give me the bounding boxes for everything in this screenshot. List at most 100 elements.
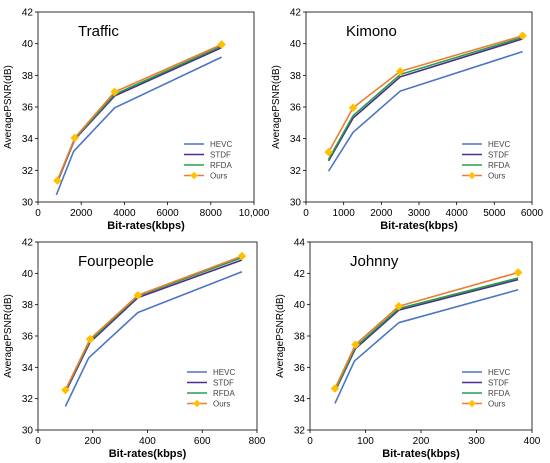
y-tick-label: 42 <box>290 8 302 19</box>
data-point-ours <box>217 40 226 49</box>
legend-entry-ours: Ours <box>184 172 227 181</box>
series-line-rfda <box>56 45 222 182</box>
y-tick-label: 30 <box>22 426 34 437</box>
x-tick-label: 4000 <box>113 208 136 219</box>
legend-entry-hevc: HEVC <box>462 140 510 149</box>
legend-label: RFDA <box>488 161 510 170</box>
legend-entry-hevc: HEVC <box>462 368 510 377</box>
series-hevc <box>64 271 243 407</box>
x-tick-label: 0 <box>303 208 309 219</box>
legend-label: STDF <box>213 379 234 388</box>
y-axis-label: AveragePSNR(dB) <box>275 294 286 378</box>
y-tick-label: 40 <box>290 39 302 50</box>
data-point-ours <box>394 301 404 311</box>
series-line-ours <box>64 255 243 391</box>
legend-marker <box>468 399 476 408</box>
data-point-ours <box>85 334 95 344</box>
y-tick-label: 44 <box>294 238 306 249</box>
y-tick-label: 42 <box>22 238 34 249</box>
y-tick-label: 38 <box>22 71 34 82</box>
legend-entry-ours: Ours <box>462 400 505 409</box>
legend-label: STDF <box>488 379 509 388</box>
series-line-ours <box>334 271 519 389</box>
x-tick-label: 300 <box>468 436 485 447</box>
data-point-ours <box>351 340 360 349</box>
legend-label: HEVC <box>213 368 235 377</box>
legend-entry-hevc: HEVC <box>187 368 235 377</box>
x-tick-label: 400 <box>139 436 156 447</box>
x-axis-label: Bit-rates(kbps) <box>380 220 458 232</box>
x-tick-label: 200 <box>413 436 430 447</box>
y-tick-label: 32 <box>22 166 34 177</box>
series-ours <box>330 268 523 393</box>
y-tick-label: 42 <box>294 269 306 280</box>
x-tick-label: 5000 <box>483 208 506 219</box>
series-hevc <box>55 56 222 196</box>
y-tick-label: 34 <box>22 363 34 374</box>
chart-title: Johnny <box>350 253 399 270</box>
legend-label: HEVC <box>488 368 510 377</box>
series-line-hevc <box>55 56 222 196</box>
legend-label: HEVC <box>488 140 510 149</box>
chart-title: Fourpeople <box>78 253 154 270</box>
legend-label: Ours <box>488 400 505 409</box>
legend-entry-rfda: RFDA <box>187 389 235 398</box>
data-point-ours <box>61 385 70 395</box>
legend-entry-hevc: HEVC <box>184 140 232 149</box>
data-point-ours <box>518 31 527 41</box>
series-line-ours <box>327 34 523 153</box>
legend-label: STDF <box>210 151 231 160</box>
x-axis-label: Bit-rates(kbps) <box>109 448 187 460</box>
y-axis-label: AveragePSNR(dB) <box>3 294 14 378</box>
legend-entry-rfda: RFDA <box>462 389 510 398</box>
x-tick-label: 0 <box>307 436 313 447</box>
x-tick-label: 10,000 <box>239 208 270 219</box>
y-tick-label: 38 <box>22 300 34 311</box>
legend-label: Ours <box>210 172 227 181</box>
y-tick-label: 34 <box>22 134 34 145</box>
legend-entry-stdf: STDF <box>187 379 234 388</box>
data-point-ours <box>70 133 80 143</box>
series-ours <box>61 251 247 395</box>
x-tick-label: 200 <box>84 436 101 447</box>
series-line-hevc <box>64 271 243 407</box>
x-tick-label: 8000 <box>200 208 223 219</box>
x-axis-label: Bit-rates(kbps) <box>382 448 460 460</box>
legend-entry-ours: Ours <box>462 172 505 181</box>
legend-entry-stdf: STDF <box>462 379 509 388</box>
legend-label: Ours <box>488 172 505 181</box>
x-tick-label: 3000 <box>408 208 431 219</box>
y-tick-label: 34 <box>294 394 306 405</box>
series-hevc <box>334 289 519 404</box>
y-tick-label: 36 <box>22 332 34 343</box>
x-tick-label: 2000 <box>370 208 393 219</box>
y-tick-label: 34 <box>290 134 302 145</box>
x-tick-label: 6000 <box>156 208 179 219</box>
legend-marker <box>190 171 198 180</box>
y-tick-label: 36 <box>290 103 302 114</box>
series-stdf <box>56 46 222 184</box>
legend-marker <box>468 171 476 180</box>
chart-panel-3: 30 32 34 36 38 40 42 0 200 400 600 800 Bit-rates(kbp… <box>3 238 266 461</box>
data-point-ours <box>133 290 143 300</box>
data-point-ours <box>330 384 340 393</box>
y-tick-label: 32 <box>294 426 306 437</box>
y-tick-label: 40 <box>294 300 306 311</box>
x-tick-label: 100 <box>357 436 374 447</box>
y-tick-label: 42 <box>22 8 34 19</box>
x-tick-label: 6000 <box>521 208 544 219</box>
chart-title: Traffic <box>78 23 119 40</box>
legend-entry-rfda: RFDA <box>184 161 232 170</box>
chart-panel-4: 32 34 36 38 40 42 44 0 100 200 300 400 Bit-rates(kbp… <box>275 238 541 461</box>
y-axis-label: AveragePSNR(dB) <box>3 65 14 149</box>
series-rfda <box>327 36 523 160</box>
legend-label: STDF <box>488 151 509 160</box>
series-line-hevc <box>327 50 523 172</box>
x-tick-label: 2000 <box>70 208 93 219</box>
chart-panel-1: 30 32 34 36 38 40 42 0 2000 4000 6000 8000 10,000 Bit… <box>3 8 270 233</box>
y-tick-label: 36 <box>22 103 34 114</box>
chart-panel-2: 30 32 34 36 38 40 42 0 1000 2000 3000 4000 5000 6000 B… <box>271 8 544 233</box>
x-tick-label: 1000 <box>333 208 356 219</box>
chart-title: Kimono <box>346 23 397 40</box>
